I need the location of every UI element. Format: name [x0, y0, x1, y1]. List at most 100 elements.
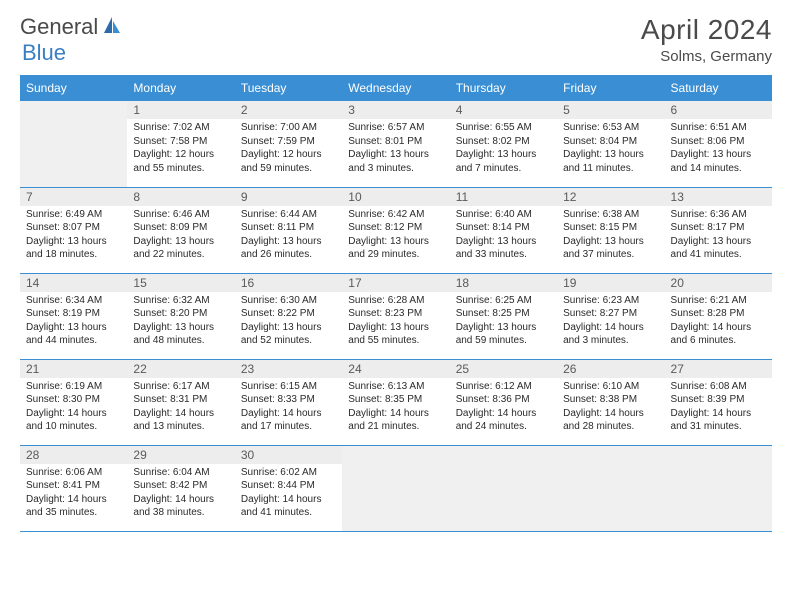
- sunrise-text: Sunrise: 7:00 AM: [241, 121, 336, 135]
- sunset-text: Sunset: 8:02 PM: [456, 135, 551, 149]
- sunrise-text: Sunrise: 6:02 AM: [241, 466, 336, 480]
- sunset-text: Sunset: 8:07 PM: [26, 221, 121, 235]
- daylight-text: Daylight: 14 hours and 3 minutes.: [563, 321, 658, 348]
- sunrise-text: Sunrise: 6:40 AM: [456, 208, 551, 222]
- sunrise-text: Sunrise: 6:06 AM: [26, 466, 121, 480]
- sunrise-text: Sunrise: 6:15 AM: [241, 380, 336, 394]
- sunset-text: Sunset: 8:35 PM: [348, 393, 443, 407]
- daylight-text: Daylight: 14 hours and 17 minutes.: [241, 407, 336, 434]
- sunset-text: Sunset: 8:33 PM: [241, 393, 336, 407]
- day-header-row: SundayMondayTuesdayWednesdayThursdayFrid…: [20, 75, 772, 101]
- sunrise-text: Sunrise: 6:46 AM: [133, 208, 228, 222]
- calendar-week-row: 28 Sunrise: 6:06 AMSunset: 8:41 PM Dayligh…: [20, 445, 772, 531]
- day-number: 25: [450, 360, 557, 378]
- day-header: Tuesday: [235, 75, 342, 101]
- sunset-text: Sunset: 8:44 PM: [241, 479, 336, 493]
- calendar-cell: 16Sunrise: 6:30 AMSunset: 8:22 PMDayligh…: [235, 273, 342, 359]
- day-number: 28: [20, 446, 127, 464]
- calendar-cell: 5Sunrise: 6:53 AMSunset: 8:04 PMDaylight…: [557, 101, 664, 187]
- daylight-text: Daylight: 12 hours and 59 minutes.: [241, 148, 336, 175]
- sunset-text: Sunset: 8:12 PM: [348, 221, 443, 235]
- sunset-text: Sunset: 8:41 PM: [26, 479, 121, 493]
- sunrise-text: Sunrise: 6:32 AM: [133, 294, 228, 308]
- daylight-text: Daylight: 14 hours and 38 minutes.: [133, 493, 228, 520]
- day-header: Sunday: [20, 75, 127, 101]
- sunset-text: Sunset: 8:04 PM: [563, 135, 658, 149]
- day-number: 17: [342, 274, 449, 292]
- day-number: 2: [235, 101, 342, 119]
- day-number: 30: [235, 446, 342, 464]
- calendar-cell: 13Sunrise: 6:36 AMSunset: 8:17 PMDayligh…: [665, 187, 772, 273]
- calendar-week-row: 7 Sunrise: 6:49 AMSunset: 8:07 PM Daylight…: [20, 187, 772, 273]
- sunset-text: Sunset: 8:23 PM: [348, 307, 443, 321]
- sunset-text: Sunset: 8:28 PM: [671, 307, 766, 321]
- day-number: 20: [665, 274, 772, 292]
- daylight-text: Daylight: 13 hours and 41 minutes.: [671, 235, 766, 262]
- day-number: 12: [557, 188, 664, 206]
- calendar-cell: 11 Sunrise: 6:40 AMSunset: 8:14 PMDayligh…: [450, 187, 557, 273]
- daylight-text: Daylight: 14 hours and 31 minutes.: [671, 407, 766, 434]
- calendar-cell: 6Sunrise: 6:51 AMSunset: 8:06 PMDaylight…: [665, 101, 772, 187]
- calendar-cell: 2 Sunrise: 7:00 AMSunset: 7:59 PMDaylight…: [235, 101, 342, 187]
- day-header: Wednesday: [342, 75, 449, 101]
- day-number: 3: [342, 101, 449, 119]
- daylight-text: Daylight: 13 hours and 44 minutes.: [26, 321, 121, 348]
- calendar-cell: 19Sunrise: 6:23 AMSunset: 8:27 PMDayligh…: [557, 273, 664, 359]
- logo-text-general: General: [20, 14, 98, 40]
- daylight-text: Daylight: 14 hours and 28 minutes.: [563, 407, 658, 434]
- header: General April 2024 Solms, Germany: [0, 0, 792, 71]
- calendar-week-row: 21Sunrise: 6:19 AMSunset: 8:30 PMDayligh…: [20, 359, 772, 445]
- sunset-text: Sunset: 7:59 PM: [241, 135, 336, 149]
- calendar-cell: 23Sunrise: 6:15 AMSunset: 8:33 PMDayligh…: [235, 359, 342, 445]
- daylight-text: Daylight: 13 hours and 26 minutes.: [241, 235, 336, 262]
- sunset-text: Sunset: 8:27 PM: [563, 307, 658, 321]
- daylight-text: Daylight: 13 hours and 7 minutes.: [456, 148, 551, 175]
- daylight-text: Daylight: 13 hours and 48 minutes.: [133, 321, 228, 348]
- day-number: 22: [127, 360, 234, 378]
- daylight-text: Daylight: 13 hours and 33 minutes.: [456, 235, 551, 262]
- day-number: 7: [20, 188, 127, 206]
- day-number: 24: [342, 360, 449, 378]
- sunrise-text: Sunrise: 6:42 AM: [348, 208, 443, 222]
- logo: General: [20, 14, 124, 40]
- daylight-text: Daylight: 13 hours and 55 minutes.: [348, 321, 443, 348]
- sunrise-text: Sunrise: 6:17 AM: [133, 380, 228, 394]
- calendar-cell: 17Sunrise: 6:28 AMSunset: 8:23 PMDayligh…: [342, 273, 449, 359]
- day-number: 1: [127, 101, 234, 119]
- calendar-cell: 12Sunrise: 6:38 AMSunset: 8:15 PMDayligh…: [557, 187, 664, 273]
- sunset-text: Sunset: 8:06 PM: [671, 135, 766, 149]
- sunrise-text: Sunrise: 6:36 AM: [671, 208, 766, 222]
- logo-sail-icon: [102, 15, 122, 40]
- calendar-cell-empty: [342, 445, 449, 531]
- sunset-text: Sunset: 8:19 PM: [26, 307, 121, 321]
- logo-text-blue-wrap: Blue: [22, 40, 66, 66]
- calendar-cell: 22Sunrise: 6:17 AMSunset: 8:31 PMDayligh…: [127, 359, 234, 445]
- sunset-text: Sunset: 8:30 PM: [26, 393, 121, 407]
- day-number: 8: [127, 188, 234, 206]
- sunset-text: Sunset: 8:15 PM: [563, 221, 658, 235]
- calendar-cell: 9Sunrise: 6:44 AMSunset: 8:11 PMDaylight…: [235, 187, 342, 273]
- calendar-cell: 3Sunrise: 6:57 AMSunset: 8:01 PMDaylight…: [342, 101, 449, 187]
- day-number: 14: [20, 274, 127, 292]
- sunrise-text: Sunrise: 6:34 AM: [26, 294, 121, 308]
- daylight-text: Daylight: 14 hours and 21 minutes.: [348, 407, 443, 434]
- sunset-text: Sunset: 8:14 PM: [456, 221, 551, 235]
- day-number: 13: [665, 188, 772, 206]
- sunrise-text: Sunrise: 6:49 AM: [26, 208, 121, 222]
- sunrise-text: Sunrise: 6:30 AM: [241, 294, 336, 308]
- daylight-text: Daylight: 14 hours and 24 minutes.: [456, 407, 551, 434]
- calendar-cell-empty: [450, 445, 557, 531]
- day-number: 11: [450, 188, 557, 206]
- day-number: 10: [342, 188, 449, 206]
- daylight-text: Daylight: 13 hours and 22 minutes.: [133, 235, 228, 262]
- daylight-text: Daylight: 14 hours and 10 minutes.: [26, 407, 121, 434]
- day-header: Monday: [127, 75, 234, 101]
- calendar-cell: 1Sunrise: 7:02 AMSunset: 7:58 PMDaylight…: [127, 101, 234, 187]
- daylight-text: Daylight: 13 hours and 52 minutes.: [241, 321, 336, 348]
- calendar-cell: 21Sunrise: 6:19 AMSunset: 8:30 PMDayligh…: [20, 359, 127, 445]
- sunrise-text: Sunrise: 6:57 AM: [348, 121, 443, 135]
- day-number: 4: [450, 101, 557, 119]
- daylight-text: Daylight: 14 hours and 41 minutes.: [241, 493, 336, 520]
- daylight-text: Daylight: 13 hours and 29 minutes.: [348, 235, 443, 262]
- day-number: 27: [665, 360, 772, 378]
